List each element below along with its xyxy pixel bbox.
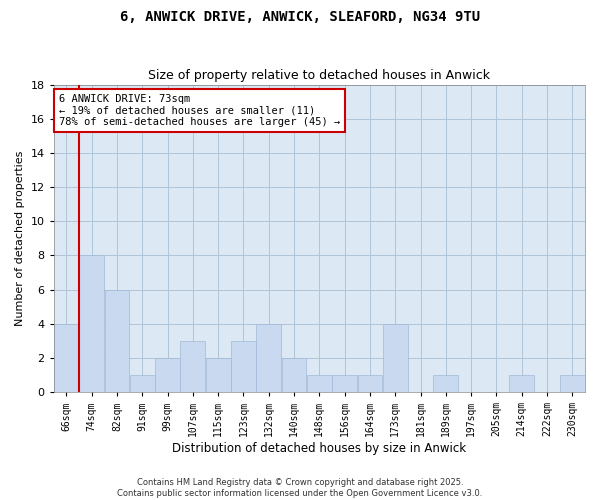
Bar — [256, 324, 281, 392]
Bar — [560, 375, 585, 392]
Text: Contains HM Land Registry data © Crown copyright and database right 2025.
Contai: Contains HM Land Registry data © Crown c… — [118, 478, 482, 498]
Title: Size of property relative to detached houses in Anwick: Size of property relative to detached ho… — [148, 69, 490, 82]
Bar — [54, 324, 79, 392]
Bar — [358, 375, 382, 392]
Bar — [181, 341, 205, 392]
Bar — [307, 375, 332, 392]
Text: 6 ANWICK DRIVE: 73sqm
← 19% of detached houses are smaller (11)
78% of semi-deta: 6 ANWICK DRIVE: 73sqm ← 19% of detached … — [59, 94, 340, 127]
Text: 6, ANWICK DRIVE, ANWICK, SLEAFORD, NG34 9TU: 6, ANWICK DRIVE, ANWICK, SLEAFORD, NG34 … — [120, 10, 480, 24]
Bar — [79, 256, 104, 392]
Bar — [104, 290, 130, 392]
Y-axis label: Number of detached properties: Number of detached properties — [15, 150, 25, 326]
Bar — [281, 358, 307, 392]
X-axis label: Distribution of detached houses by size in Anwick: Distribution of detached houses by size … — [172, 442, 466, 455]
Bar — [433, 375, 458, 392]
Bar — [509, 375, 534, 392]
Bar — [332, 375, 357, 392]
Bar — [206, 358, 230, 392]
Bar — [130, 375, 155, 392]
Bar — [383, 324, 407, 392]
Bar — [231, 341, 256, 392]
Bar — [155, 358, 180, 392]
